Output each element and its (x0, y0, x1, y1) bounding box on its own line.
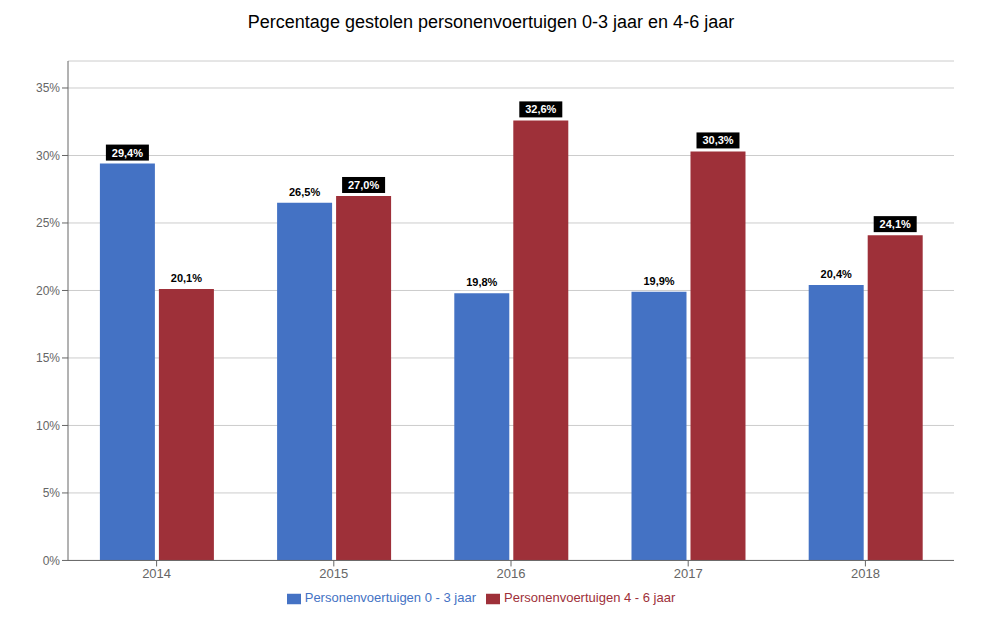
svg-text:24,1%: 24,1% (880, 218, 911, 230)
svg-text:25%: 25% (36, 216, 60, 230)
svg-text:20%: 20% (36, 284, 60, 298)
svg-text:20,1%: 20,1% (171, 272, 202, 284)
svg-text:0%: 0% (43, 554, 61, 568)
svg-text:30,3%: 30,3% (702, 134, 733, 146)
svg-text:5%: 5% (43, 486, 61, 500)
svg-text:2016: 2016 (497, 566, 526, 581)
svg-text:2014: 2014 (142, 566, 171, 581)
svg-text:29,4%: 29,4% (112, 147, 143, 159)
svg-text:2015: 2015 (319, 566, 348, 581)
html-text:Percentage gestolen personenvo: Percentage gestolen personenvoertuigen 0… (247, 12, 735, 32)
svg-text:35%: 35% (36, 81, 60, 95)
svg-text:20,4%: 20,4% (821, 268, 852, 280)
svg-text:19,8%: 19,8% (466, 276, 497, 288)
svg-text:26,5%: 26,5% (289, 186, 320, 198)
svg-text:15%: 15% (36, 351, 60, 365)
svg-text:2018: 2018 (851, 566, 880, 581)
html-text:Personenvoertuigen 4 - 6 jaar: Personenvoertuigen 4 - 6 jaar (504, 590, 676, 606)
svg-text:30%: 30% (36, 149, 60, 163)
svg-text:2017: 2017 (674, 566, 703, 581)
svg-text:32,6%: 32,6% (525, 103, 556, 115)
svg-text:10%: 10% (36, 419, 60, 433)
svg-text:27,0%: 27,0% (348, 179, 379, 191)
html-text:Personenvoertuigen 0 - 3 jaar: Personenvoertuigen 0 - 3 jaar (304, 590, 476, 606)
svg-text:19,9%: 19,9% (643, 275, 674, 287)
